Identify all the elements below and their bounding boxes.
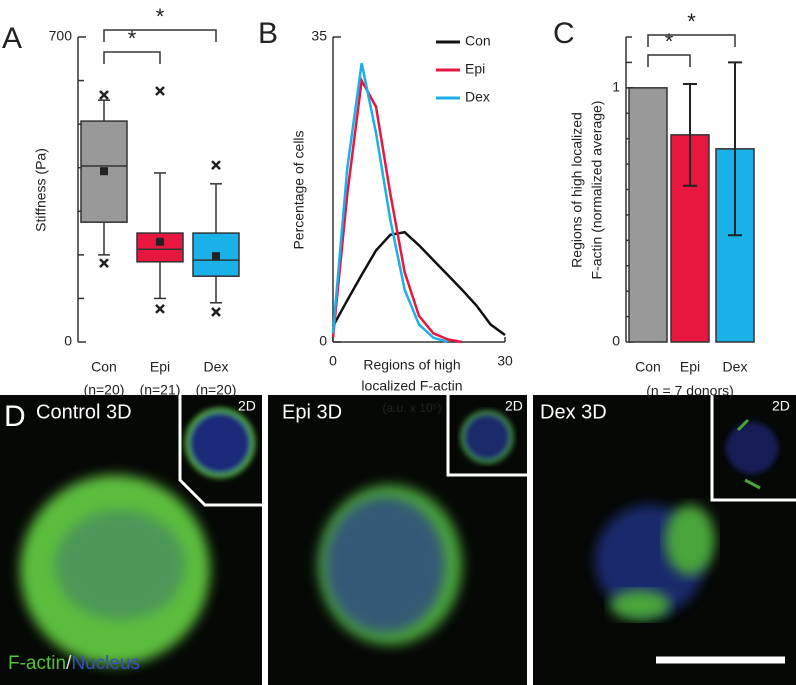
y-axis-label: Regions of high localized (569, 112, 585, 268)
mean (156, 237, 164, 246)
legend-label: Epi (465, 61, 485, 77)
outlier (155, 86, 165, 96)
n-label: (n=20) (84, 382, 125, 398)
outlier (99, 90, 109, 100)
stain-label: / (66, 653, 72, 674)
box (192, 232, 240, 277)
x-tick-label: Dex (204, 359, 229, 375)
significance-bracket (647, 34, 736, 47)
panel-label: B (258, 17, 278, 50)
image-title: Control 3D (36, 401, 132, 423)
inset-label: 2D (772, 398, 790, 414)
inset-actin (736, 418, 761, 490)
significance-label: * (156, 4, 165, 29)
panel-label: D (4, 400, 26, 433)
nucleus (325, 497, 445, 633)
outlier (211, 307, 221, 317)
x-axis-label: (n = 7 donors) (646, 383, 734, 399)
x-axis-label: localized F-actin (361, 378, 462, 394)
inset-cell (726, 422, 778, 474)
outlier (155, 304, 165, 314)
line-series (331, 76, 463, 344)
x-tick-label: Con (91, 359, 117, 375)
mean (212, 252, 220, 261)
inset-cell (460, 410, 514, 464)
outlier (99, 258, 109, 269)
significance-bracket (103, 29, 217, 42)
inset-label: 2D (505, 398, 523, 414)
x-tick-label: Epi (680, 359, 700, 375)
stain-label: Nucleus (71, 653, 140, 674)
x-tick-label: Con (635, 359, 661, 375)
legend-label: Dex (465, 89, 490, 105)
box (136, 232, 184, 263)
inset-border (446, 395, 527, 477)
bar (628, 87, 668, 343)
mean (100, 167, 108, 176)
outlier (211, 160, 221, 170)
y-axis-label: Stiffness (Pa) (33, 148, 49, 232)
significance-label: * (687, 9, 696, 34)
y-tick-label: 700 (49, 28, 73, 44)
error-bar (683, 83, 697, 187)
stain-label: F-actin (8, 653, 66, 674)
x-tick-label: Dex (723, 359, 748, 375)
cell (665, 505, 715, 575)
error-bar (728, 61, 742, 237)
panel-label: A (2, 22, 22, 55)
inset-border (710, 395, 796, 502)
y-tick-label: 0 (319, 333, 327, 349)
image-title: Dex 3D (540, 401, 607, 423)
x-tick-label: 0 (329, 353, 337, 369)
x-axis-label: Regions of high (363, 357, 460, 373)
x-tick-label: 30 (497, 353, 513, 369)
line-series (331, 62, 449, 344)
inset-cell (185, 408, 255, 478)
n-label: (n=21) (140, 382, 181, 398)
significance-bracket (647, 54, 691, 67)
n-label: (n=20) (196, 382, 237, 398)
inset-border (178, 395, 262, 507)
significance-bracket (103, 51, 161, 64)
y-axis-label: Percentage of cells (291, 130, 307, 249)
x-axis-unit: (a.u. x 10⁵) (383, 401, 442, 415)
nucleus (55, 510, 185, 620)
y-tick-label: 0 (612, 333, 620, 349)
y-tick-label: 35 (311, 28, 327, 44)
significance-label: * (128, 26, 137, 51)
image-title: Epi 3D (282, 401, 342, 423)
stain-legend: F-actin/Nucleus (8, 653, 140, 674)
line-series (331, 230, 506, 337)
legend-label: Con (465, 33, 491, 49)
significance-label: * (665, 29, 674, 54)
panel-label: C (553, 17, 575, 50)
x-tick-label: Epi (150, 359, 170, 375)
inset-label: 2D (238, 398, 256, 414)
y-axis-label: F-actin (normalized average) (589, 101, 605, 280)
y-tick-label: 0 (64, 333, 72, 349)
microscopy-panel (0, 395, 796, 685)
y-tick-label: 1 (612, 79, 620, 95)
cell (610, 590, 670, 620)
